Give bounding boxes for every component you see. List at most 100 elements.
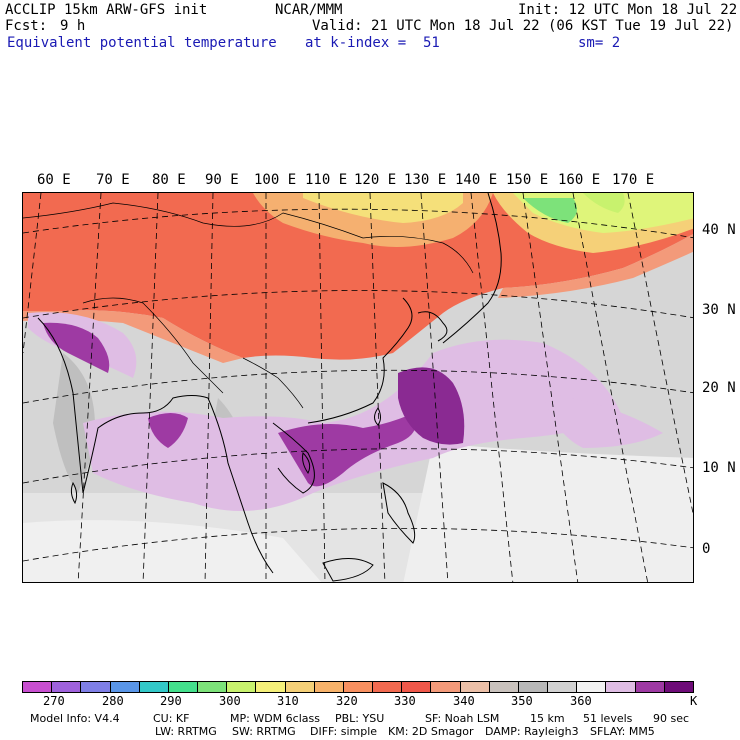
colorbar-swatch [343, 682, 374, 692]
forecast-value: 9 h [60, 18, 86, 34]
colorbar-swatch [518, 682, 549, 692]
footer-model-info: Model Info: V4.4 [30, 712, 120, 725]
footer-diff: DIFF: simple [310, 725, 378, 738]
colorbar-label: 360 [570, 694, 592, 708]
colorbar-label: 350 [511, 694, 533, 708]
meridian-line [522, 193, 579, 582]
korea-coastline [417, 311, 448, 342]
japan-coastline [442, 193, 502, 344]
meridian-line [204, 193, 214, 582]
indochina-coastline [272, 422, 315, 494]
colorbar-swatch [110, 682, 140, 692]
pacific-moist-patch [543, 393, 663, 448]
india-coastline [37, 317, 209, 494]
colorbar-swatch [548, 682, 578, 692]
footer-km: KM: 2D Smagor [388, 725, 474, 738]
lon-label: 70 E [96, 172, 130, 188]
philippines-coastline [382, 482, 416, 544]
forecast-label: Fcst: [5, 18, 48, 34]
lat-label: 0 [702, 541, 711, 557]
colorbar-label: 320 [336, 694, 358, 708]
org-label: NCAR/MMM [275, 2, 343, 18]
colorbar-swatch [227, 682, 257, 692]
lon-label: 170 E [612, 172, 655, 188]
colorbar-swatch [402, 682, 432, 692]
footer-resolution: 15 km [530, 712, 565, 725]
footer-sw: SW: RRTMG [232, 725, 296, 738]
borneo-coastline [322, 558, 374, 582]
lon-label: 120 E [354, 172, 397, 188]
okhotsk-cold-patch [523, 198, 577, 223]
colorbar-swatch [431, 682, 461, 692]
smoothing-info: sm= 2 [578, 35, 621, 51]
taiwan-coastline [374, 407, 381, 426]
level-info: at k-index = 51 [305, 35, 440, 51]
colorbar-swatch [285, 682, 315, 692]
meridian-line [572, 193, 649, 582]
colorbar-label: 300 [219, 694, 241, 708]
coastlines [37, 193, 502, 582]
borders [23, 202, 474, 409]
footer-damp: DAMP: Rayleigh3 [485, 725, 579, 738]
lon-label: 160 E [558, 172, 601, 188]
map-panel [22, 192, 694, 583]
lon-label: 110 E [305, 172, 348, 188]
valid-time: Valid: 21 UTC Mon 18 Jul 22 (06 KST Tue … [312, 18, 734, 34]
footer-mp: MP: WDM 6class [230, 712, 320, 725]
colorbar-swatch [23, 682, 53, 692]
colorbar-label: 290 [160, 694, 182, 708]
meridian-line [77, 193, 102, 582]
colorbar-label: 310 [277, 694, 299, 708]
china-coastline [307, 297, 413, 424]
burma-coastline [207, 397, 274, 574]
meridian-line [420, 193, 449, 582]
colorbar-label: 270 [43, 694, 65, 708]
lon-label: 60 E [37, 172, 71, 188]
colorbar-swatch [606, 682, 636, 692]
bay-of-bengal-core [148, 413, 188, 448]
colorbar-swatch [489, 682, 519, 692]
meridian-line [470, 193, 514, 582]
colorbar-swatch [52, 682, 82, 692]
lon-label: 90 E [205, 172, 239, 188]
colorbar-swatch [373, 682, 403, 692]
colorbar-swatch [577, 682, 607, 692]
footer-timestep: 90 sec [653, 712, 690, 725]
colorbar-label: 280 [102, 694, 124, 708]
graticule [23, 193, 693, 582]
lon-label: 150 E [506, 172, 549, 188]
china-indochina-border [242, 357, 304, 409]
colorbar-unit: K [690, 694, 698, 708]
indian-ocean-light-zone [23, 520, 322, 582]
northern-border [23, 202, 474, 274]
colorbar-swatch [198, 682, 228, 692]
lon-label: 100 E [254, 172, 297, 188]
meridian-line [627, 193, 693, 516]
colorbar-swatch [460, 682, 490, 692]
meridian-line [142, 193, 159, 582]
okhotsk-cool-patch [583, 193, 625, 213]
lat-label: 20 N [702, 380, 736, 396]
colorbar-swatch [256, 682, 286, 692]
lon-label: 140 E [455, 172, 498, 188]
footer-pbl: PBL: YSU [335, 712, 385, 725]
hainan-coastline [302, 451, 311, 474]
footer-levels: 51 levels [583, 712, 633, 725]
meridian-line [318, 193, 326, 582]
model-title: ACCLIP 15km ARW-GFS init [5, 2, 208, 18]
lon-label: 80 E [152, 172, 186, 188]
mongolia-cooler-zone [303, 193, 463, 223]
colorbar-swatch [664, 682, 693, 692]
lat-label: 40 N [702, 222, 736, 238]
footer-sf: SF: Noah LSM [425, 712, 500, 725]
colorbar-swatch [139, 682, 169, 692]
pacific-light-zone [403, 443, 693, 582]
colorbar-swatch [81, 682, 111, 692]
footer-sflay: SFLAY: MM5 [590, 725, 655, 738]
colorbar-swatch [168, 682, 199, 692]
field-name: Equivalent potential temperature [7, 35, 277, 51]
india-land-patch [53, 353, 95, 493]
philippine-sea-core [398, 367, 465, 445]
colorbar-swatch [314, 682, 344, 692]
meridian-line [23, 193, 42, 354]
